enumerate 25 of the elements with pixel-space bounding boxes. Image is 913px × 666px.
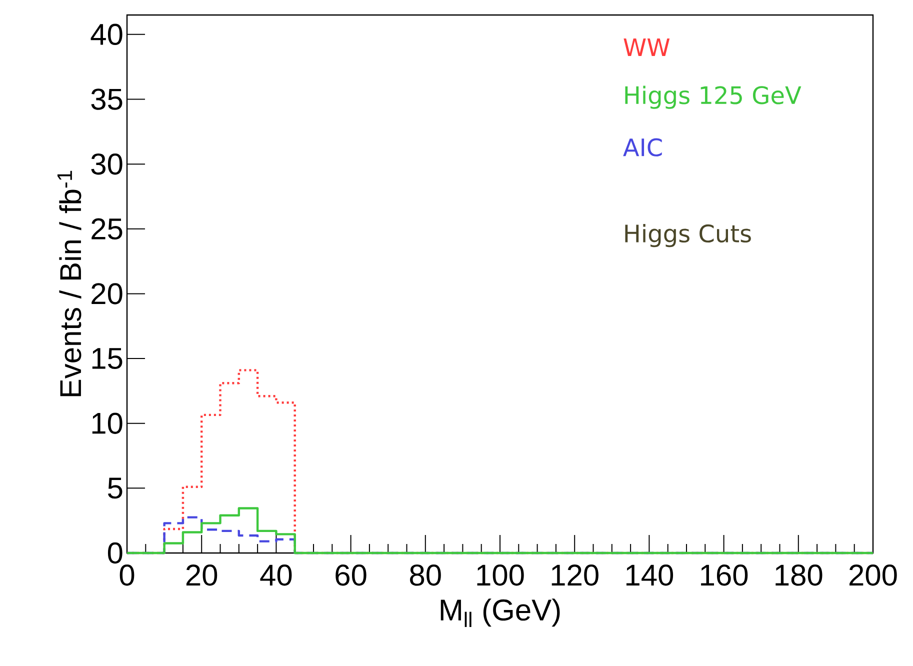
x-tick-label: 40 [260, 564, 292, 586]
x-tick-label: 80 [410, 564, 441, 586]
text: AIC [623, 138, 662, 156]
y-axis-title: Events / Bin / fb$^{-1}$ [57, 170, 82, 396]
annotation: Higgs Cuts [625, 224, 751, 248]
x-tick-label: 20 [186, 564, 218, 586]
x-tick-label: 180 [776, 564, 822, 586]
text: WW [624, 38, 670, 56]
x-tick-label: 100 [477, 564, 524, 586]
x-tick-label: 60 [336, 564, 366, 586]
y-tick-label: 20 [92, 283, 122, 304]
x-tick-label: 160 [701, 564, 748, 586]
y-tick-label: 35 [91, 88, 122, 110]
text: Higgs 125 GeV [625, 86, 802, 109]
y-tick-label: 5 [108, 478, 122, 499]
x-tick-label: 120 [552, 564, 598, 586]
y-tick-label: 40 [90, 24, 122, 46]
y-tick-label: 25 [92, 218, 122, 240]
x-axis-title: M$_{ll}$ (GeV) [440, 598, 560, 628]
x-tick-label: 200 [849, 564, 897, 586]
y-tick-label: 10 [92, 412, 122, 434]
y-tick-label: 0 [108, 542, 122, 564]
x-tick-label: 140 [626, 564, 674, 586]
y-tick-label: 15 [92, 348, 122, 369]
y-tick-label: 30 [91, 153, 122, 175]
